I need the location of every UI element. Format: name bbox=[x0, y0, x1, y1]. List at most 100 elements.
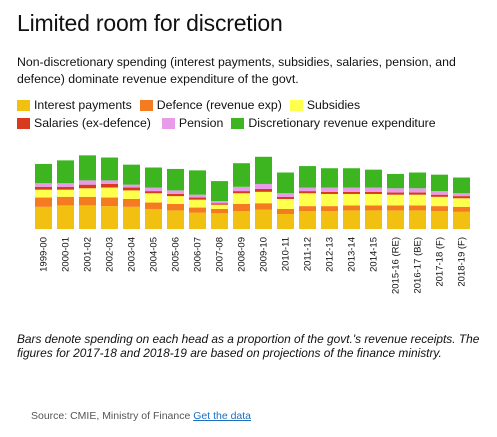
bar-segment-discretionary-revenue-expenditure bbox=[299, 166, 316, 188]
bar-segment-salaries-ex-defence bbox=[57, 186, 74, 190]
bar-segment-pension bbox=[431, 191, 448, 195]
bar-segment-discretionary-revenue-expenditure bbox=[211, 181, 228, 202]
bar-segment-discretionary-revenue-expenditure bbox=[233, 163, 250, 187]
bar-segment-salaries-ex-defence bbox=[123, 187, 140, 191]
bar-segment-defence-revenue-exp bbox=[431, 206, 448, 212]
legend-label: Salaries (ex-defence) bbox=[34, 116, 151, 130]
legend-swatch bbox=[17, 99, 30, 111]
bar-segment-interest-payments bbox=[299, 211, 316, 229]
x-tick-label: 2009-10 bbox=[259, 237, 270, 272]
bar-segment-discretionary-revenue-expenditure bbox=[123, 164, 140, 185]
bar-segment-discretionary-revenue-expenditure bbox=[365, 169, 382, 188]
bar-segment-subsidies bbox=[35, 189, 52, 198]
bar-segment-interest-payments bbox=[211, 213, 228, 229]
bar-segment-interest-payments bbox=[189, 212, 206, 229]
bar-segment-interest-payments bbox=[431, 211, 448, 229]
bar-segment-salaries-ex-defence bbox=[35, 186, 52, 190]
legend-swatch bbox=[139, 99, 153, 111]
x-tick-label: 2016-17 (BE) bbox=[413, 237, 424, 294]
bar-segment-discretionary-revenue-expenditure bbox=[145, 167, 162, 188]
bar-segment-interest-payments bbox=[255, 209, 272, 229]
x-tick-label: 2004-05 bbox=[149, 237, 160, 272]
bar-segment-pension bbox=[277, 193, 294, 197]
bar-segment-subsidies bbox=[299, 193, 316, 207]
x-tick-label: 2017-18 (F) bbox=[435, 237, 446, 287]
legend-row: Salaries (ex-defence) Pension Discretion… bbox=[17, 114, 487, 132]
bar-segment-pension bbox=[453, 193, 470, 197]
bar-segment-discretionary-revenue-expenditure bbox=[343, 168, 360, 188]
bar-segment-salaries-ex-defence bbox=[189, 197, 206, 200]
legend-item-pension: Pension bbox=[161, 114, 224, 132]
bar-segment-interest-payments bbox=[57, 205, 74, 229]
bar-segment-salaries-ex-defence bbox=[409, 192, 426, 195]
bar-segment-discretionary-revenue-expenditure bbox=[409, 172, 426, 189]
bar-segment-subsidies bbox=[233, 193, 250, 204]
bar-segment-interest-payments bbox=[79, 205, 96, 229]
bar-segment-subsidies bbox=[145, 193, 162, 203]
source-line: Source: CMIE, Ministry of Finance Get th… bbox=[31, 410, 251, 422]
bar-segment-subsidies bbox=[57, 189, 74, 197]
x-tick-label: 2006-07 bbox=[193, 237, 204, 272]
bar-segment-salaries-ex-defence bbox=[233, 191, 250, 194]
x-tick-label: 2003-04 bbox=[127, 237, 138, 272]
bar-segment-defence-revenue-exp bbox=[211, 208, 228, 214]
bar-segment-interest-payments bbox=[277, 213, 294, 229]
bar-segment-defence-revenue-exp bbox=[409, 205, 426, 211]
bar-segment-pension bbox=[189, 194, 206, 198]
x-tick-label: 2005-06 bbox=[171, 237, 182, 272]
x-tick-label: 2010-11 bbox=[281, 237, 292, 271]
bar-segment-subsidies bbox=[211, 204, 228, 209]
bar-segment-interest-payments bbox=[35, 206, 52, 229]
chart-title: Limited room for discretion bbox=[17, 10, 283, 36]
bar-segment-discretionary-revenue-expenditure bbox=[57, 160, 74, 184]
bar-segment-subsidies bbox=[123, 190, 140, 199]
bar-segment-defence-revenue-exp bbox=[79, 196, 96, 206]
bar-segment-pension bbox=[35, 183, 52, 187]
x-tick-label: 2011-12 bbox=[303, 237, 314, 271]
legend-item-subsidies: Subsidies bbox=[289, 96, 361, 114]
legend-label: Subsidies bbox=[306, 98, 361, 112]
bar-segment-defence-revenue-exp bbox=[255, 203, 272, 210]
bar-segment-defence-revenue-exp bbox=[387, 205, 404, 211]
bar-segment-defence-revenue-exp bbox=[233, 203, 250, 212]
bar-segment-discretionary-revenue-expenditure bbox=[101, 157, 118, 181]
bar-segment-pension bbox=[101, 180, 118, 184]
bar-segment-salaries-ex-defence bbox=[145, 191, 162, 194]
bar-segment-discretionary-revenue-expenditure bbox=[387, 173, 404, 189]
bar-segment-salaries-ex-defence bbox=[277, 196, 294, 199]
get-data-link[interactable]: Get the data bbox=[193, 410, 252, 422]
x-tick-label: 2000-01 bbox=[61, 237, 72, 272]
bar-segment-interest-payments bbox=[101, 206, 118, 229]
x-tick-label: 2015-16 (RE) bbox=[391, 237, 402, 294]
bar-segment-subsidies bbox=[255, 191, 272, 204]
legend-item-discretionary: Discretionary revenue expenditure bbox=[231, 114, 436, 132]
bar-segment-subsidies bbox=[365, 193, 382, 206]
bar-segment-discretionary-revenue-expenditure bbox=[431, 174, 448, 192]
bar-segment-interest-payments bbox=[343, 210, 360, 229]
bar-segment-defence-revenue-exp bbox=[365, 205, 382, 211]
bar-segment-pension bbox=[365, 187, 382, 192]
bar-segment-salaries-ex-defence bbox=[211, 203, 228, 205]
bar-segment-discretionary-revenue-expenditure bbox=[277, 172, 294, 194]
bar-segment-subsidies bbox=[277, 198, 294, 209]
bar-segment-subsidies bbox=[453, 198, 470, 207]
bar-segment-pension bbox=[123, 184, 140, 188]
legend-label: Pension bbox=[178, 116, 224, 130]
bar-segment-salaries-ex-defence bbox=[299, 191, 316, 194]
bar-segment-salaries-ex-defence bbox=[453, 196, 470, 199]
bar-segment-subsidies bbox=[431, 196, 448, 207]
bar-segment-interest-payments bbox=[453, 211, 470, 229]
bar-segment-pension bbox=[233, 186, 250, 192]
bar-segment-pension bbox=[299, 187, 316, 192]
bar-segment-subsidies bbox=[189, 199, 206, 208]
bar-segment-pension bbox=[79, 180, 96, 185]
legend-label: Interest payments bbox=[34, 98, 132, 112]
bar-segment-salaries-ex-defence bbox=[255, 188, 272, 192]
bar-segment-defence-revenue-exp bbox=[167, 203, 184, 211]
bar-segment-pension bbox=[255, 183, 272, 189]
bar-segment-pension bbox=[57, 183, 74, 187]
bar-segment-subsidies bbox=[409, 194, 426, 206]
legend-swatch bbox=[161, 117, 175, 129]
x-tick-label: 2002-03 bbox=[105, 237, 116, 272]
legend-item-salaries: Salaries (ex-defence) bbox=[17, 114, 151, 132]
